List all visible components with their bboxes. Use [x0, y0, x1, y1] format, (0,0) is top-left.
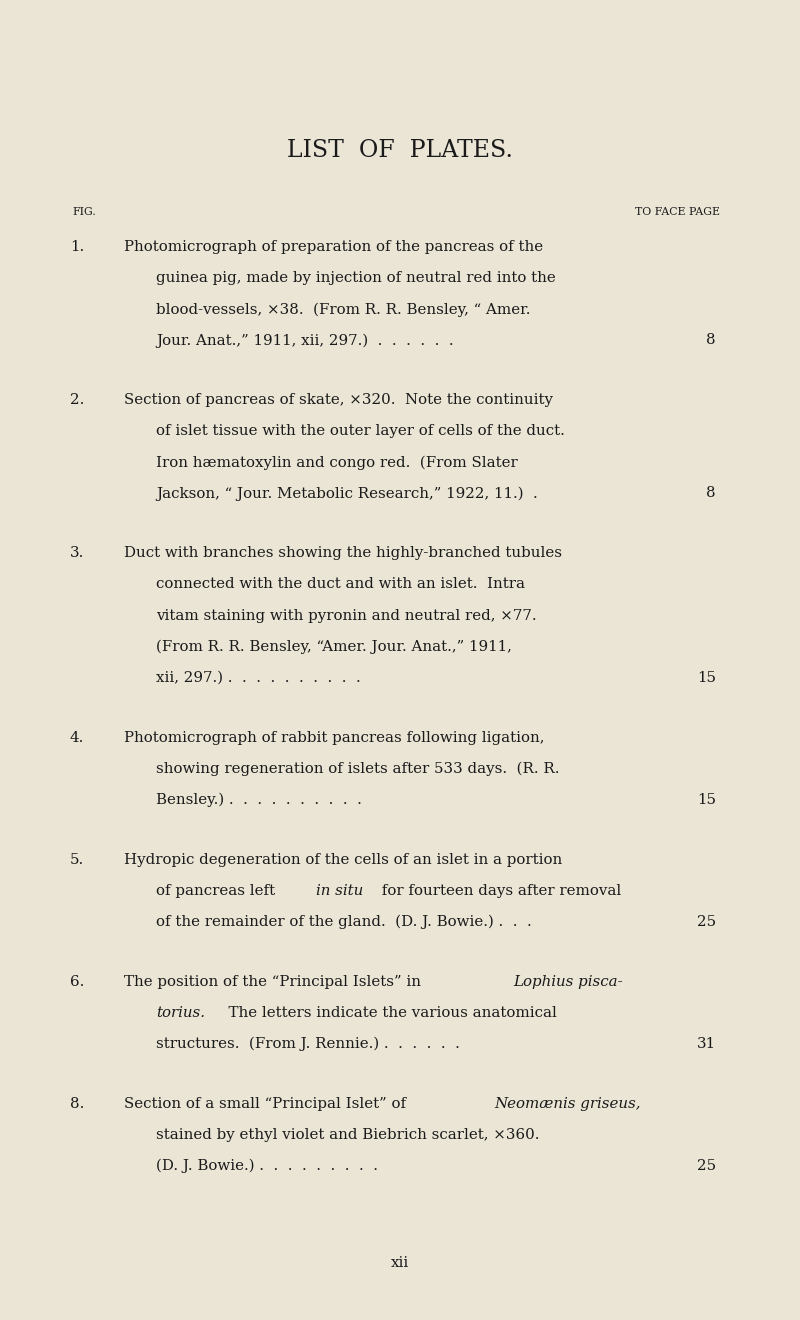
- Text: (D. J. Bowie.) .  .  .  .  .  .  .  .  .: (D. J. Bowie.) . . . . . . . . .: [156, 1159, 378, 1173]
- Text: xii, 297.) .  .  .  .  .  .  .  .  .  .: xii, 297.) . . . . . . . . . .: [156, 671, 361, 685]
- Text: structures.  (From J. Rennie.) .  .  .  .  .  .: structures. (From J. Rennie.) . . . . . …: [156, 1038, 460, 1051]
- Text: of the remainder of the gland.  (D. J. Bowie.) .  .  .: of the remainder of the gland. (D. J. Bo…: [156, 915, 532, 929]
- Text: Section of a small “Principal Islet” of: Section of a small “Principal Islet” of: [124, 1097, 411, 1111]
- Text: of islet tissue with the outer layer of cells of the duct.: of islet tissue with the outer layer of …: [156, 425, 565, 438]
- Text: torius.: torius.: [156, 1006, 205, 1020]
- Text: guinea pig, made by injection of neutral red into the: guinea pig, made by injection of neutral…: [156, 272, 556, 285]
- Text: 8: 8: [706, 334, 716, 347]
- Text: 8: 8: [706, 487, 716, 500]
- Text: showing regeneration of islets after 533 days.  (R. R.: showing regeneration of islets after 533…: [156, 762, 559, 776]
- Text: Bensley.) .  .  .  .  .  .  .  .  .  .: Bensley.) . . . . . . . . . .: [156, 792, 362, 807]
- Text: 15: 15: [697, 671, 716, 685]
- Text: in situ: in situ: [316, 884, 363, 898]
- Text: Section of pancreas of skate, ×320.  Note the continuity: Section of pancreas of skate, ×320. Note…: [124, 393, 553, 408]
- Text: Neomænis griseus,: Neomænis griseus,: [494, 1097, 641, 1111]
- Text: 6.: 6.: [70, 974, 84, 989]
- Text: (From R. R. Bensley, “Amer. Jour. Anat.,” 1911,: (From R. R. Bensley, “Amer. Jour. Anat.,…: [156, 640, 512, 653]
- Text: The letters indicate the various anatomical: The letters indicate the various anatomi…: [219, 1006, 557, 1020]
- Text: Jackson, “ Jour. Metabolic Research,” 1922, 11.)  .: Jackson, “ Jour. Metabolic Research,” 19…: [156, 487, 538, 500]
- Text: stained by ethyl violet and Biebrich scarlet, ×360.: stained by ethyl violet and Biebrich sca…: [156, 1127, 539, 1142]
- Text: 4.: 4.: [70, 731, 84, 744]
- Text: vitam staining with pyronin and neutral red, ×77.: vitam staining with pyronin and neutral …: [156, 609, 537, 623]
- Text: Duct with branches showing the highly-branched tubules: Duct with branches showing the highly-br…: [124, 546, 562, 561]
- Text: Lophius pisca-: Lophius pisca-: [514, 974, 623, 989]
- Text: of pancreas left: of pancreas left: [156, 884, 280, 898]
- Text: Photomicrograph of rabbit pancreas following ligation,: Photomicrograph of rabbit pancreas follo…: [124, 731, 545, 744]
- Text: 25: 25: [697, 1159, 716, 1173]
- Text: 15: 15: [697, 792, 716, 807]
- Text: Hydropic degeneration of the cells of an islet in a portion: Hydropic degeneration of the cells of an…: [124, 853, 562, 867]
- Text: 31: 31: [697, 1038, 716, 1051]
- Text: TO FACE PAGE: TO FACE PAGE: [635, 207, 720, 218]
- Text: xii: xii: [391, 1255, 409, 1270]
- Text: Jour. Anat.,” 1911, xii, 297.)  .  .  .  .  .  .: Jour. Anat.,” 1911, xii, 297.) . . . . .…: [156, 334, 454, 347]
- Text: blood-vessels, ×38.  (From R. R. Bensley, “ Amer.: blood-vessels, ×38. (From R. R. Bensley,…: [156, 302, 530, 317]
- Text: Iron hæmatoxylin and congo red.  (From Slater: Iron hæmatoxylin and congo red. (From Sl…: [156, 455, 518, 470]
- Text: FIG.: FIG.: [72, 207, 96, 218]
- Text: 3.: 3.: [70, 546, 84, 561]
- Text: 2.: 2.: [70, 393, 84, 408]
- Text: The position of the “Principal Islets” in: The position of the “Principal Islets” i…: [124, 974, 426, 989]
- Text: 8.: 8.: [70, 1097, 84, 1111]
- Text: 5.: 5.: [70, 853, 84, 867]
- Text: LIST  OF  PLATES.: LIST OF PLATES.: [287, 139, 513, 161]
- Text: for fourteen days after removal: for fourteen days after removal: [377, 884, 621, 898]
- Text: Photomicrograph of preparation of the pancreas of the: Photomicrograph of preparation of the pa…: [124, 240, 543, 255]
- Text: 25: 25: [697, 915, 716, 929]
- Text: connected with the duct and with an islet.  Intra: connected with the duct and with an isle…: [156, 578, 525, 591]
- Text: 1.: 1.: [70, 240, 84, 255]
